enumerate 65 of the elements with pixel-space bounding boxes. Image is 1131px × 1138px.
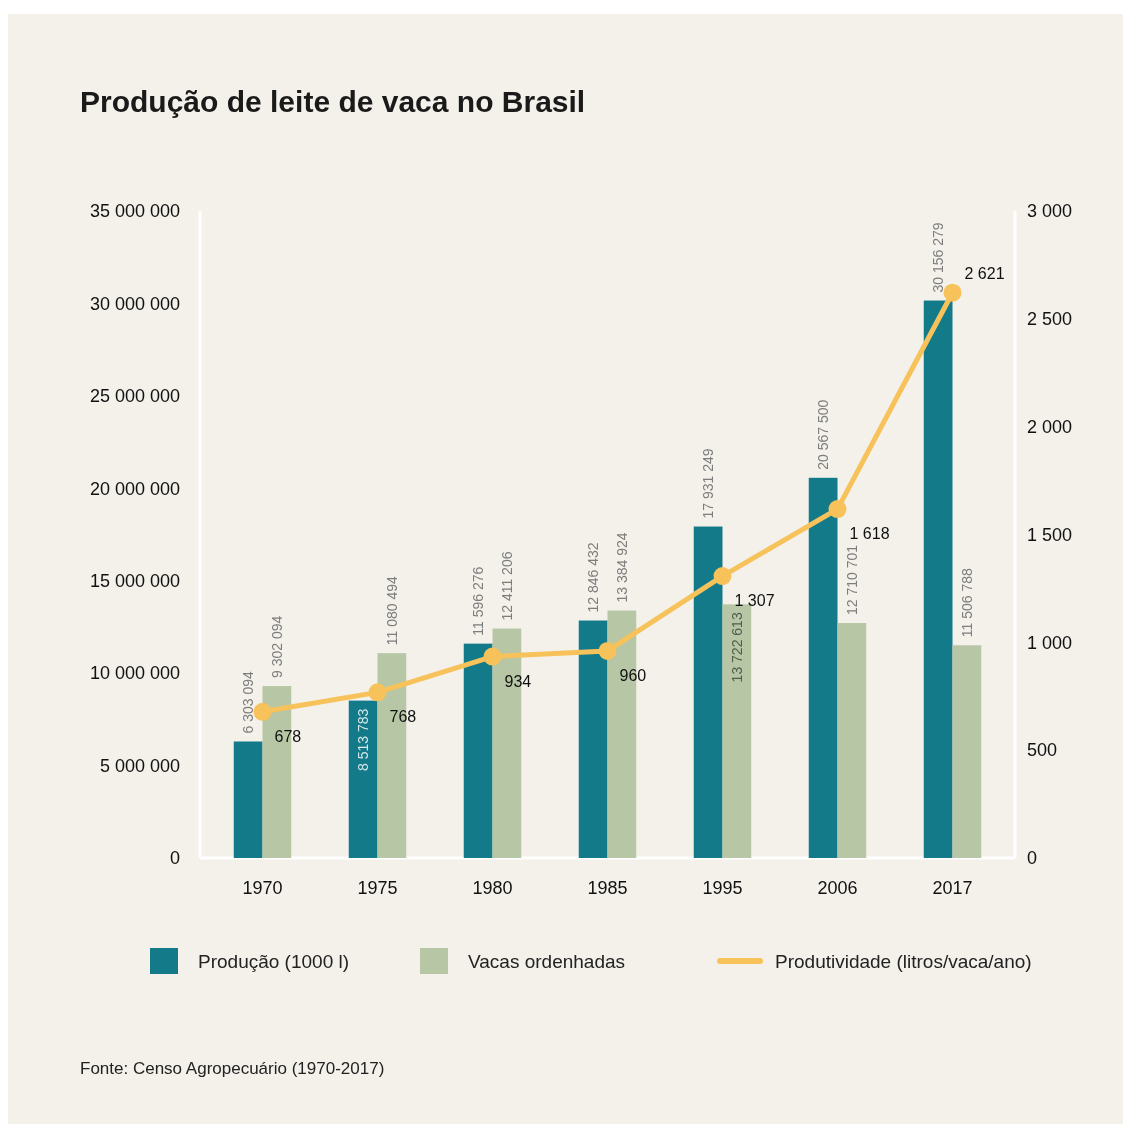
y-tick-label: 20 000 000 <box>89 478 180 499</box>
data-label: 8 513 783 <box>355 708 372 771</box>
data-label: 17 931 249 <box>700 448 717 519</box>
x-tick-label: 1975 <box>357 878 398 898</box>
data-label: 30 156 279 <box>930 222 947 293</box>
data-label: 9 302 094 <box>268 615 285 679</box>
point <box>713 567 732 586</box>
legend-label: Vacas ordenhadas <box>468 950 626 972</box>
y-tick-label: 25 000 000 <box>89 386 180 407</box>
bar <box>233 741 263 858</box>
y2-tick-label: 3 000 <box>1027 201 1073 222</box>
y2-tick-label: 1 500 <box>1027 524 1073 545</box>
y2-tick-label: 0 <box>1027 848 1038 869</box>
data-label: 960 <box>619 666 647 684</box>
x-tick-label: 2017 <box>932 878 973 898</box>
y-tick-label: 5 000 000 <box>99 755 180 776</box>
legend-label: Produção (1000 l) <box>198 950 350 972</box>
x-tick-label: 1980 <box>472 878 513 898</box>
bar <box>923 300 953 858</box>
data-label: 2 621 <box>964 264 1005 282</box>
x-tick-label: 1985 <box>587 878 628 898</box>
data-label: 1 618 <box>849 525 890 543</box>
data-label: 12 710 701 <box>843 544 860 616</box>
legend-label: Produtividade (litros/vaca/ano) <box>775 950 1032 972</box>
bar <box>837 623 867 858</box>
source-note: Fonte: Censo Agropecuário (1970-2017) <box>80 1059 385 1078</box>
bar <box>952 645 982 858</box>
data-label: 11 596 276 <box>470 566 487 636</box>
data-label: 934 <box>504 672 532 690</box>
data-label: 11 080 494 <box>383 575 400 646</box>
data-label: 768 <box>389 708 417 726</box>
bar <box>348 700 378 858</box>
bar <box>578 620 608 858</box>
point <box>368 683 387 702</box>
data-label: 6 303 094 <box>240 670 257 734</box>
bar <box>722 604 752 858</box>
data-label: 13 384 924 <box>613 532 630 603</box>
y-tick-label: 0 <box>169 848 180 869</box>
data-label: 12 846 432 <box>585 542 602 613</box>
point <box>943 283 962 302</box>
data-label: 1 307 <box>734 592 775 610</box>
bar <box>693 526 723 858</box>
point <box>253 702 272 721</box>
x-tick-label: 1970 <box>242 878 283 898</box>
data-label: 12 411 206 <box>498 551 515 621</box>
y-tick-label: 15 000 000 <box>89 571 180 592</box>
bar <box>463 643 493 858</box>
data-label: 13 722 613 <box>728 612 745 683</box>
data-label: 678 <box>274 727 302 745</box>
data-label: 20 567 500 <box>815 399 832 470</box>
x-tick-label: 1995 <box>702 878 743 898</box>
bar <box>808 477 838 858</box>
point <box>598 641 617 660</box>
y-tick-label: 30 000 000 <box>89 293 180 314</box>
y2-tick-label: 1 000 <box>1027 632 1073 653</box>
x-tick-label: 2006 <box>817 878 858 898</box>
y-tick-label: 10 000 000 <box>89 663 180 684</box>
y2-tick-label: 2 500 <box>1027 309 1073 330</box>
point <box>483 647 502 666</box>
data-label: 11 506 788 <box>958 568 975 638</box>
chart-title: Produção de leite de vaca no Brasil <box>80 85 586 118</box>
y2-tick-label: 2 000 <box>1027 416 1073 437</box>
y2-tick-label: 500 <box>1027 740 1058 761</box>
point <box>828 500 847 519</box>
y-tick-label: 35 000 000 <box>89 201 180 222</box>
